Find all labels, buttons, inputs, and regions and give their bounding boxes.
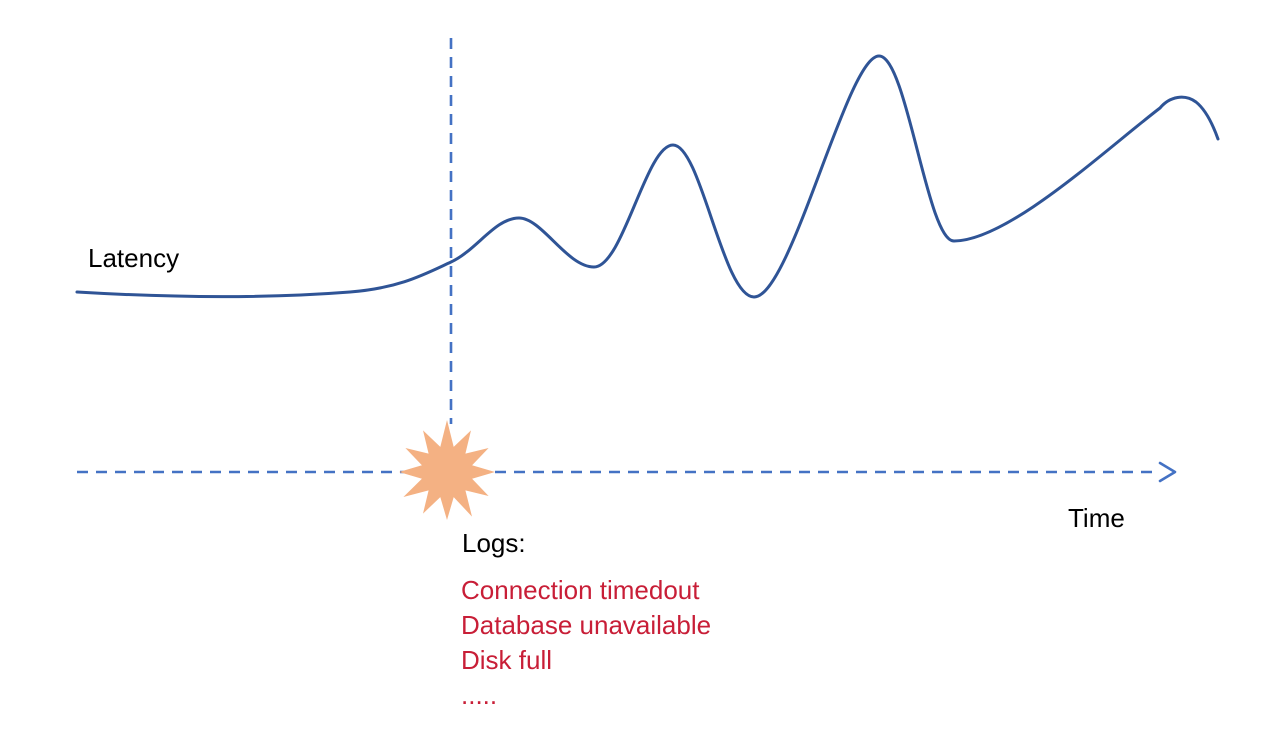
latency-axis-label: Latency [88, 243, 180, 273]
log-entries: Connection timedout Database unavailable… [461, 573, 711, 713]
log-entry: ..... [461, 680, 498, 710]
log-entry: Database unavailable [461, 610, 712, 640]
log-entry: Connection timedout [461, 575, 700, 605]
latency-curve [75, 54, 1220, 299]
log-entry: Disk full [461, 645, 553, 675]
time-axis-arrowhead-icon [1158, 461, 1177, 483]
time-axis-label: Time [1068, 503, 1125, 533]
logs-title: Logs: [462, 528, 526, 558]
explosion-icon [399, 420, 495, 520]
